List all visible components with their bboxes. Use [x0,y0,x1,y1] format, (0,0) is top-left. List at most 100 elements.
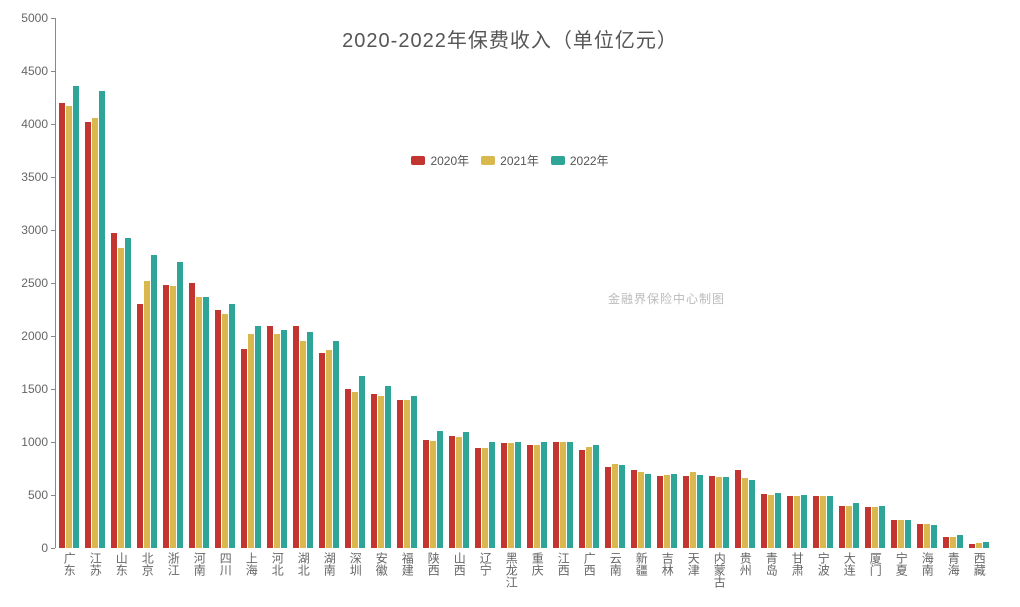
y-axis-labels: 0500100015002000250030003500400045005000 [0,18,48,548]
bar-group [527,442,547,548]
bar-group [189,283,209,548]
bar [917,524,923,548]
bar [85,122,91,548]
x-tick-label: 河南 [192,552,205,576]
x-tick-label: 河北 [270,552,283,576]
bar [541,442,547,548]
bar [638,472,644,548]
bar [827,496,833,548]
bar-group [345,376,365,548]
bar [449,436,455,548]
bar [943,537,949,548]
bar [203,297,209,548]
bar-group [865,506,885,548]
bar [177,262,183,548]
bar-group [631,470,651,548]
bar-group [787,495,807,548]
bar-group [657,474,677,548]
bar [865,507,871,548]
bar-group [813,496,833,548]
bar-group [501,442,521,548]
bar [345,389,351,548]
bar-group [267,326,287,548]
bar [560,442,566,548]
bar [742,478,748,548]
bar [111,233,117,548]
bar [170,286,176,548]
bar-group [839,503,859,548]
x-tick-label: 山西 [452,552,465,576]
bar [553,442,559,548]
x-tick-label: 天津 [686,552,699,576]
x-tick-label: 重庆 [530,552,543,576]
bar [163,285,169,548]
y-tick-label: 2500 [0,276,48,290]
x-tick-label: 辽宁 [478,552,491,576]
bar [969,544,975,548]
bar [931,525,937,548]
bar [326,350,332,548]
bar [983,542,989,548]
x-tick-label: 安徽 [374,552,387,576]
bar [456,437,462,548]
bar [768,495,774,548]
chart-container: 2020-2022年保费收入（单位亿元） 2020年 2021年 2022年 0… [0,0,1020,607]
bar-group [553,442,573,548]
bar [813,496,819,548]
bar [423,440,429,548]
bar [950,537,956,548]
bar [631,470,637,548]
x-tick-label: 西藏 [972,552,985,576]
y-tick-label: 4000 [0,117,48,131]
bar [657,476,663,548]
bar [683,476,689,548]
bar [846,506,852,548]
bar [248,334,254,548]
bar [501,443,507,548]
bar-group [683,472,703,548]
x-tick-label: 江苏 [88,552,101,576]
bar [690,472,696,548]
bar-group [709,476,729,548]
x-tick-label: 湖南 [322,552,335,576]
bar [352,392,358,548]
plot-area [55,18,1010,548]
bar-group [163,262,183,548]
bar [118,248,124,548]
x-tick-label: 贵州 [738,552,751,576]
bar-group [293,326,313,548]
bar [99,91,105,548]
bar [137,304,143,548]
bar [957,535,963,548]
bar [59,103,65,548]
x-tick-label: 湖北 [296,552,309,576]
x-tick-label: 内蒙古 [712,552,725,588]
bar [586,447,592,548]
bar [475,448,481,548]
bar [761,494,767,548]
x-tick-label: 海南 [920,552,933,576]
bar [255,326,261,548]
x-tick-label: 上海 [244,552,257,576]
bar [612,464,618,548]
bar [371,394,377,548]
bar [749,480,755,548]
bar [508,443,514,548]
bar-group [969,542,989,548]
bar-group [111,233,131,548]
x-tick-label: 陕西 [426,552,439,576]
x-tick-label: 浙江 [166,552,179,576]
x-tick-label: 北京 [140,552,153,576]
y-tick-label: 3500 [0,170,48,184]
bar-group [943,535,963,548]
bar-group [241,326,261,548]
bar [775,493,781,548]
bar [333,341,339,548]
bar [801,495,807,548]
bar-group [59,86,79,548]
bar [293,326,299,548]
x-tick-label: 广西 [582,552,595,576]
bar [151,255,157,548]
bar [820,496,826,548]
bar-group [371,386,391,548]
